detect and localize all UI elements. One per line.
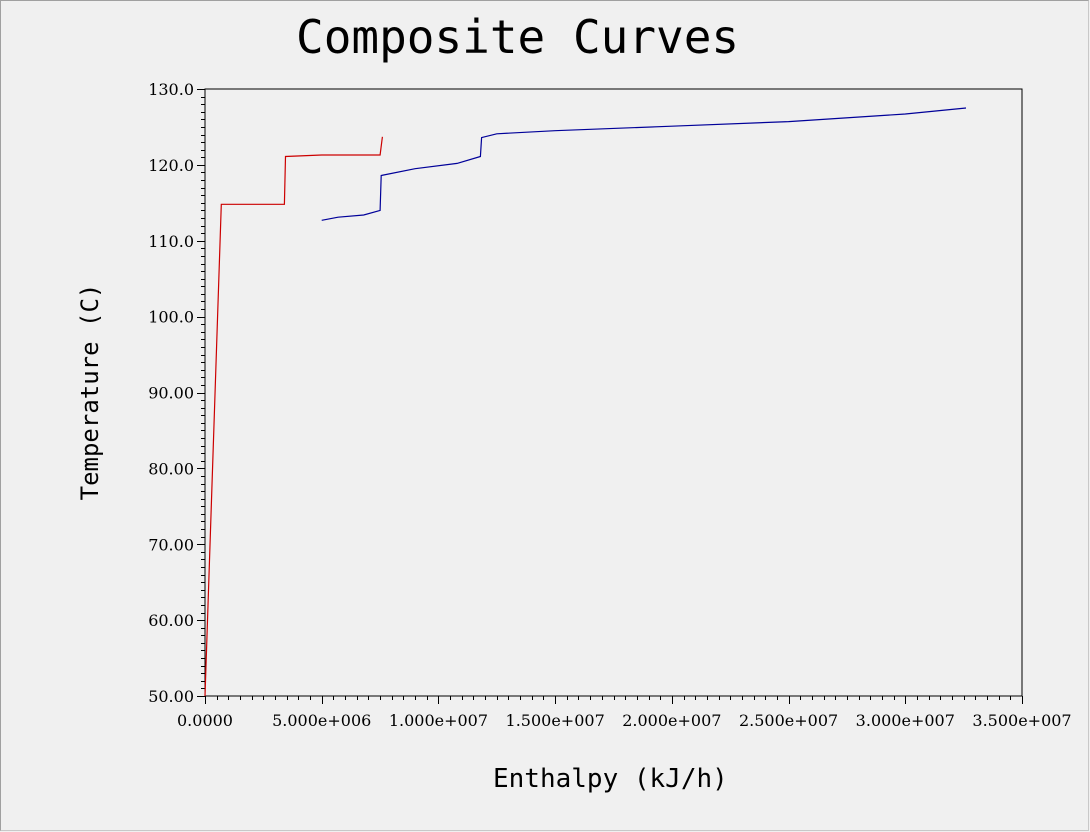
y-tick-label: 120.0 [148,156,194,175]
x-tick-label: 3.500e+007 [972,711,1071,730]
y-tick-label: 130.0 [148,80,194,99]
y-tick-label: 80.00 [148,459,194,478]
axes [197,88,1023,704]
y-tick-label: 60.00 [148,611,194,630]
cold-composite-curve [321,107,967,221]
y-tick-label: 70.00 [148,535,194,554]
y-tick-label: 90.00 [148,384,194,403]
x-tick-label: 0.0000 [177,711,233,730]
series-layer [204,107,967,697]
y-tick-label: 50.00 [148,687,194,706]
x-tick-label: 1.500e+007 [506,711,605,730]
plot-frame [204,88,1023,697]
x-tick-label: 3.000e+007 [856,711,955,730]
y-tick-label: 110.0 [148,232,194,251]
x-axis-title: Enthalpy (kJ/h) [493,764,728,794]
x-tick-label: 2.500e+007 [739,711,838,730]
hot-composite-curve [204,136,383,697]
tick-labels: 50.00 60.00 70.00 80.00 90.00 100.0 110.0 120.0… [148,80,1071,730]
x-tick-label: 2.000e+007 [622,711,721,730]
x-tick-label: 5.000e+006 [272,711,371,730]
y-tick-label: 100.0 [148,308,194,327]
x-tick-label: 1.000e+007 [389,711,488,730]
chart-title: Composite Curves [296,10,740,64]
